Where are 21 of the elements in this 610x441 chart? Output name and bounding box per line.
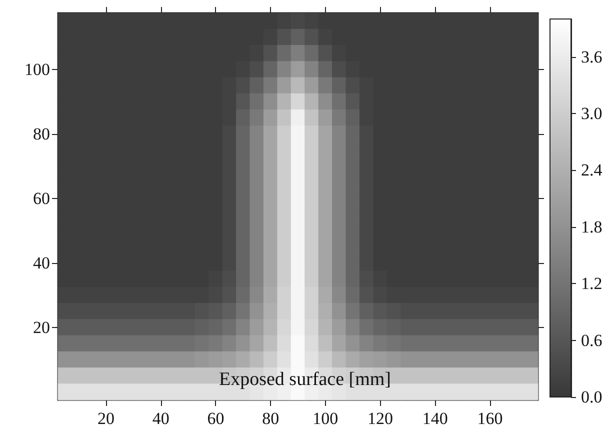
x-tick-label: 100	[312, 409, 338, 428]
x-tick-label: 120	[368, 409, 394, 428]
x-tick-label: 140	[422, 409, 448, 428]
color-bar-label: 3.0	[581, 104, 602, 123]
y-tick-label: 20	[33, 318, 50, 337]
y-tick-label: 40	[33, 253, 50, 272]
color-bar-label: 3.6	[581, 47, 602, 66]
color-bar-label: 0.0	[581, 388, 602, 406]
x-tick-label: 160	[477, 409, 503, 428]
x-tick-label: 80	[262, 409, 280, 428]
annotation: Exposed surface [mm]	[219, 369, 392, 390]
x-tick-label: 40	[152, 409, 170, 428]
y-tick-label: 80	[33, 124, 50, 144]
x-tick-label: 60	[207, 409, 224, 428]
x-tick-label: 20	[98, 409, 114, 428]
color-bar-label: 1.8	[581, 217, 602, 236]
color-bar-label: 1.2	[581, 274, 602, 294]
y-tick-label: 60	[33, 188, 50, 208]
color-bar-label: 0.6	[581, 330, 602, 350]
y-tick-label: 100	[24, 60, 50, 79]
color-bar-label: 2.4	[581, 160, 603, 180]
